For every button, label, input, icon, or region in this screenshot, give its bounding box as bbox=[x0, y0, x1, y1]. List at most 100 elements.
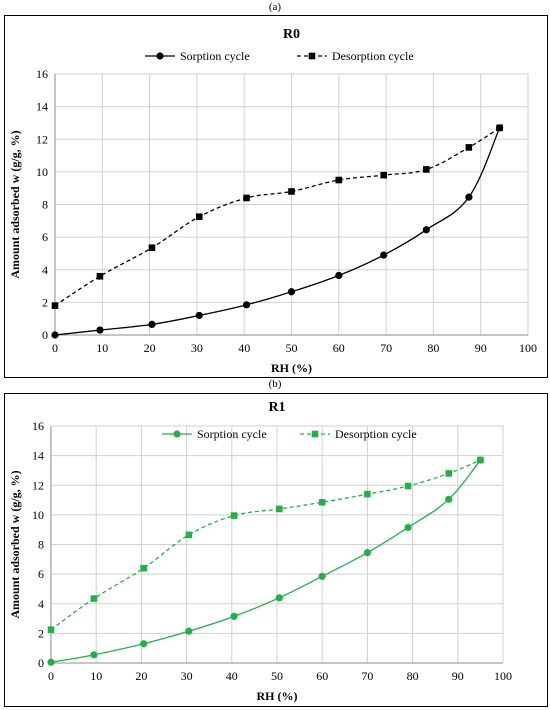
data-point-desorption bbox=[195, 213, 203, 221]
y-tick-label: 14 bbox=[32, 449, 44, 463]
data-point-desorption bbox=[148, 244, 156, 252]
y-tick-label: 10 bbox=[32, 508, 44, 522]
data-point-desorption bbox=[335, 176, 343, 184]
y-tick-label: 16 bbox=[36, 67, 48, 81]
panel-label-a: (a) bbox=[268, 1, 282, 13]
chart-title: R1 bbox=[268, 400, 285, 415]
x-tick-label: 50 bbox=[271, 669, 283, 683]
data-point-desorption bbox=[243, 194, 250, 202]
x-tick-label: 40 bbox=[238, 341, 250, 355]
y-tick-label: 2 bbox=[38, 626, 44, 640]
x-tick-label: 100 bbox=[494, 669, 512, 683]
data-point-sorption bbox=[96, 326, 104, 334]
data-point-sorption bbox=[363, 549, 371, 557]
data-point-desorption bbox=[185, 531, 193, 539]
y-tick-label: 8 bbox=[42, 198, 48, 212]
y-tick-label: 4 bbox=[38, 597, 44, 611]
x-tick-label: 100 bbox=[519, 341, 537, 355]
y-tick-label: 0 bbox=[38, 656, 44, 670]
x-tick-label: 20 bbox=[144, 341, 156, 355]
data-point-desorption bbox=[496, 124, 503, 132]
data-point-sorption bbox=[335, 271, 343, 280]
y-tick-label: 8 bbox=[38, 538, 44, 552]
data-point-desorption bbox=[364, 490, 371, 498]
data-point-sorption bbox=[47, 658, 55, 666]
data-point-desorption bbox=[288, 188, 295, 195]
data-point-desorption bbox=[404, 482, 412, 490]
x-tick-label: 0 bbox=[48, 669, 54, 683]
data-point-desorption bbox=[445, 470, 453, 477]
legend-marker-sorption bbox=[156, 52, 164, 60]
legend-label-desorption: Desorption cycle bbox=[332, 49, 414, 63]
data-point-sorption bbox=[148, 320, 156, 328]
x-tick-label: 90 bbox=[452, 669, 464, 683]
data-point-desorption bbox=[230, 512, 238, 519]
x-tick-label: 80 bbox=[407, 669, 419, 683]
data-point-desorption bbox=[477, 456, 484, 464]
data-point-desorption bbox=[96, 272, 104, 280]
data-point-desorption bbox=[275, 505, 283, 513]
x-tick-label: 50 bbox=[286, 341, 298, 355]
x-tick-label: 20 bbox=[135, 669, 147, 683]
x-tick-label: 10 bbox=[90, 669, 102, 683]
y-tick-label: 16 bbox=[32, 419, 44, 433]
series-line-sorption bbox=[50, 459, 481, 663]
y-tick-label: 12 bbox=[32, 478, 44, 492]
x-tick-label: 10 bbox=[96, 341, 108, 355]
chart-panel-r0: 0 10 20 30 40 50 60 70 80 90 100 0 2 4 6 8 10 12 14 16 R0 RH … bbox=[4, 15, 548, 378]
chart-panel-r1: 0 10 20 30 40 50 60 70 80 90 100 0 2 4 6 8 10 12 14 16 R1 RH … bbox=[4, 393, 548, 707]
data-point-desorption bbox=[140, 564, 147, 572]
data-point-sorption bbox=[422, 226, 430, 234]
x-tick-label: 70 bbox=[380, 341, 392, 355]
x-tick-label: 0 bbox=[52, 341, 58, 355]
chart-r0-svg: 0 10 20 30 40 50 60 70 80 90 100 0 2 4 6 8 10 12 14 16 R0 RH … bbox=[8, 27, 537, 375]
x-tick-label: 60 bbox=[333, 341, 345, 355]
x-axis-title: RH (%) bbox=[271, 361, 312, 375]
data-point-desorption bbox=[47, 626, 55, 633]
data-point-desorption bbox=[465, 144, 473, 151]
data-point-sorption bbox=[185, 627, 193, 635]
data-point-sorption bbox=[90, 651, 98, 659]
y-tick-label: 2 bbox=[42, 295, 48, 309]
chart-r1-svg: 0 10 20 30 40 50 60 70 80 90 100 0 2 4 6 8 10 12 14 16 R1 RH … bbox=[8, 400, 512, 703]
legend-marker-desorption bbox=[311, 430, 319, 438]
y-tick-label: 14 bbox=[36, 100, 48, 114]
data-point-sorption bbox=[445, 495, 453, 503]
x-tick-label: 30 bbox=[191, 341, 203, 355]
chart-title: R0 bbox=[283, 27, 300, 42]
data-point-sorption bbox=[140, 640, 148, 648]
x-tick-label: 90 bbox=[475, 341, 487, 355]
data-point-sorption bbox=[230, 612, 238, 620]
y-tick-label: 10 bbox=[36, 165, 48, 179]
data-point-sorption bbox=[51, 331, 59, 339]
data-point-sorption bbox=[195, 311, 203, 320]
data-point-desorption bbox=[90, 595, 98, 602]
legend-label-sorption: Sorption cycle bbox=[197, 427, 267, 441]
x-tick-label: 60 bbox=[316, 669, 328, 683]
panel-label-b: (b) bbox=[268, 378, 282, 390]
data-point-sorption bbox=[465, 193, 473, 201]
data-point-desorption bbox=[51, 302, 59, 309]
legend-marker-desorption bbox=[308, 52, 316, 60]
data-point-desorption bbox=[423, 166, 430, 173]
y-axis-title: Amount adsorbed w (g/g, %) bbox=[8, 130, 22, 278]
legend-label-desorption: Desorption cycle bbox=[335, 427, 417, 441]
x-axis-title: RH (%) bbox=[257, 689, 298, 703]
x-tick-label: 40 bbox=[226, 669, 238, 683]
y-tick-label: 4 bbox=[42, 263, 48, 277]
y-tick-label: 12 bbox=[36, 132, 48, 146]
y-tick-label: 6 bbox=[38, 567, 44, 581]
data-point-sorption bbox=[242, 301, 251, 309]
data-point-sorption bbox=[380, 251, 388, 259]
x-tick-label: 80 bbox=[427, 341, 439, 355]
data-point-sorption bbox=[275, 594, 283, 602]
y-tick-label: 0 bbox=[42, 328, 48, 342]
y-axis-title: Amount adsorbed w (g/g, %) bbox=[8, 470, 22, 618]
data-point-sorption bbox=[404, 523, 412, 532]
legend-marker-sorption bbox=[173, 430, 181, 438]
data-point-sorption bbox=[287, 288, 296, 296]
data-point-desorption bbox=[318, 498, 326, 506]
data-point-sorption bbox=[318, 572, 326, 580]
legend-label-sorption: Sorption cycle bbox=[180, 49, 250, 63]
x-tick-label: 30 bbox=[181, 669, 193, 683]
